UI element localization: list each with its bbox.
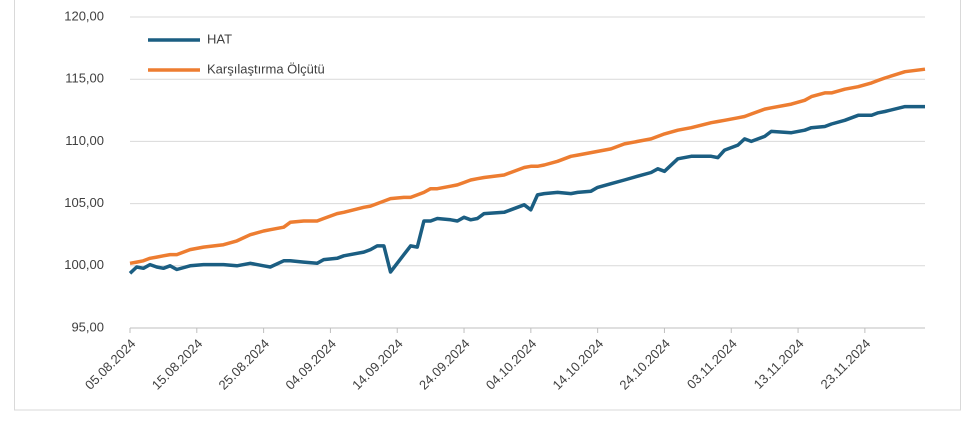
y-tick-label: 110,00 — [65, 133, 104, 148]
y-tick-label: 95,00 — [71, 319, 104, 334]
y-tick-label: 100,00 — [64, 257, 104, 272]
y-tick-label: 120,00 — [64, 8, 104, 23]
series-line — [129, 67, 926, 266]
series-line — [128, 104, 925, 275]
legend-label: HAT — [207, 31, 232, 46]
y-tick-label: 115,00 — [65, 71, 104, 86]
legend-label: Karşılaştırma Ölçütü — [207, 61, 325, 76]
chart-frame — [14, 0, 961, 411]
y-tick-label: 105,00 — [64, 195, 104, 210]
